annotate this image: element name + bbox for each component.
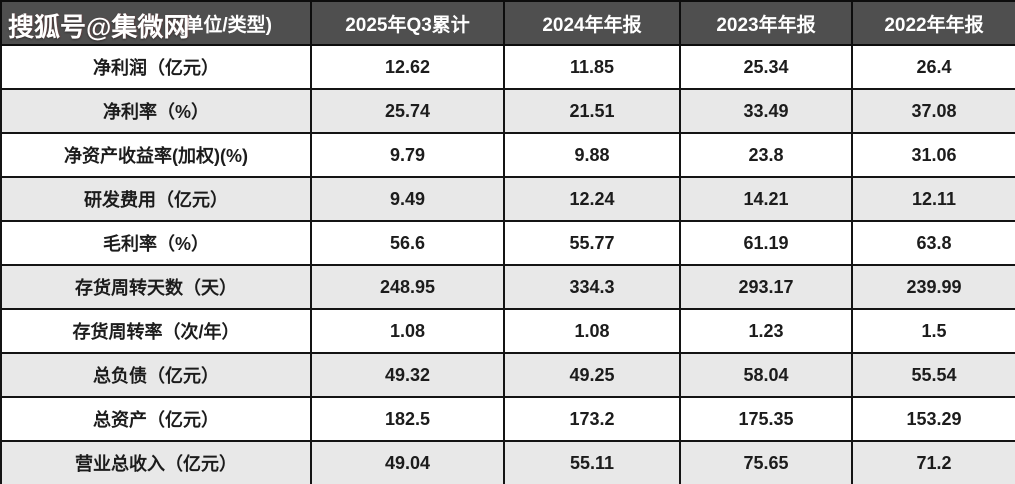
value-cell: 25.74: [310, 88, 505, 134]
value-cell: 248.95: [310, 264, 505, 310]
value-cell: 31.06: [851, 132, 1015, 178]
column-header: 2025年Q3累计: [310, 0, 505, 46]
value-cell: 1.08: [503, 308, 681, 354]
value-cell: 9.88: [503, 132, 681, 178]
metric-cell: 存货周转天数（天）: [0, 264, 312, 310]
metric-cell: 研发费用（亿元）: [0, 176, 312, 222]
value-cell: 12.62: [310, 44, 505, 90]
value-cell: 21.51: [503, 88, 681, 134]
value-cell: 293.17: [679, 264, 853, 310]
value-cell: 1.08: [310, 308, 505, 354]
value-cell: 1.23: [679, 308, 853, 354]
value-cell: 49.32: [310, 352, 505, 398]
metric-cell: 总负债（亿元）: [0, 352, 312, 398]
table-row: 毛利率（%） 56.6 55.77 61.19 63.8: [0, 220, 1015, 266]
table-row: 存货周转率（次/年） 1.08 1.08 1.23 1.5: [0, 308, 1015, 354]
metric-cell: 存货周转率（次/年）: [0, 308, 312, 354]
table-row: 研发费用（亿元） 9.49 12.24 14.21 12.11: [0, 176, 1015, 222]
table-row: 净利润（亿元） 12.62 11.85 25.34 26.4: [0, 44, 1015, 90]
metric-cell: 净利率（%）: [0, 88, 312, 134]
table-row: 总资产（亿元） 182.5 173.2 175.35 153.29: [0, 396, 1015, 442]
header-row: (单位/类型) 2025年Q3累计 2024年年报 2023年年报 2022年年报: [0, 0, 1015, 46]
metric-cell: 总资产（亿元）: [0, 396, 312, 442]
value-cell: 182.5: [310, 396, 505, 442]
value-cell: 75.65: [679, 440, 853, 484]
value-cell: 9.79: [310, 132, 505, 178]
value-cell: 14.21: [679, 176, 853, 222]
value-cell: 173.2: [503, 396, 681, 442]
table-body: 净利润（亿元） 12.62 11.85 25.34 26.4 净利率（%） 25.74 21.…: [0, 44, 1015, 484]
table-row: 存货周转天数（天） 248.95 334.3 293.17 239.99: [0, 264, 1015, 310]
value-cell: 334.3: [503, 264, 681, 310]
value-cell: 9.49: [310, 176, 505, 222]
value-cell: 61.19: [679, 220, 853, 266]
value-cell: 175.35: [679, 396, 853, 442]
value-cell: 26.4: [851, 44, 1015, 90]
column-header: 2024年年报: [503, 0, 681, 46]
column-header: 2022年年报: [851, 0, 1015, 46]
metric-column-header: (单位/类型): [0, 0, 312, 46]
value-cell: 55.11: [503, 440, 681, 484]
value-cell: 49.04: [310, 440, 505, 484]
metric-cell: 净利润（亿元）: [0, 44, 312, 90]
column-header: 2023年年报: [679, 0, 853, 46]
table-row: 净资产收益率(加权)(%) 9.79 9.88 23.8 31.06: [0, 132, 1015, 178]
value-cell: 56.6: [310, 220, 505, 266]
table-row: 营业总收入（亿元） 49.04 55.11 75.65 71.2: [0, 440, 1015, 484]
value-cell: 11.85: [503, 44, 681, 90]
value-cell: 55.54: [851, 352, 1015, 398]
value-cell: 58.04: [679, 352, 853, 398]
metric-cell: 净资产收益率(加权)(%): [0, 132, 312, 178]
value-cell: 239.99: [851, 264, 1015, 310]
value-cell: 23.8: [679, 132, 853, 178]
table-row: 净利率（%） 25.74 21.51 33.49 37.08: [0, 88, 1015, 134]
value-cell: 153.29: [851, 396, 1015, 442]
value-cell: 12.11: [851, 176, 1015, 222]
value-cell: 12.24: [503, 176, 681, 222]
value-cell: 49.25: [503, 352, 681, 398]
metric-cell: 毛利率（%）: [0, 220, 312, 266]
value-cell: 55.77: [503, 220, 681, 266]
value-cell: 33.49: [679, 88, 853, 134]
value-cell: 37.08: [851, 88, 1015, 134]
value-cell: 1.5: [851, 308, 1015, 354]
value-cell: 63.8: [851, 220, 1015, 266]
value-cell: 71.2: [851, 440, 1015, 484]
metric-cell: 营业总收入（亿元）: [0, 440, 312, 484]
value-cell: 25.34: [679, 44, 853, 90]
table-row: 总负债（亿元） 49.32 49.25 58.04 55.54: [0, 352, 1015, 398]
